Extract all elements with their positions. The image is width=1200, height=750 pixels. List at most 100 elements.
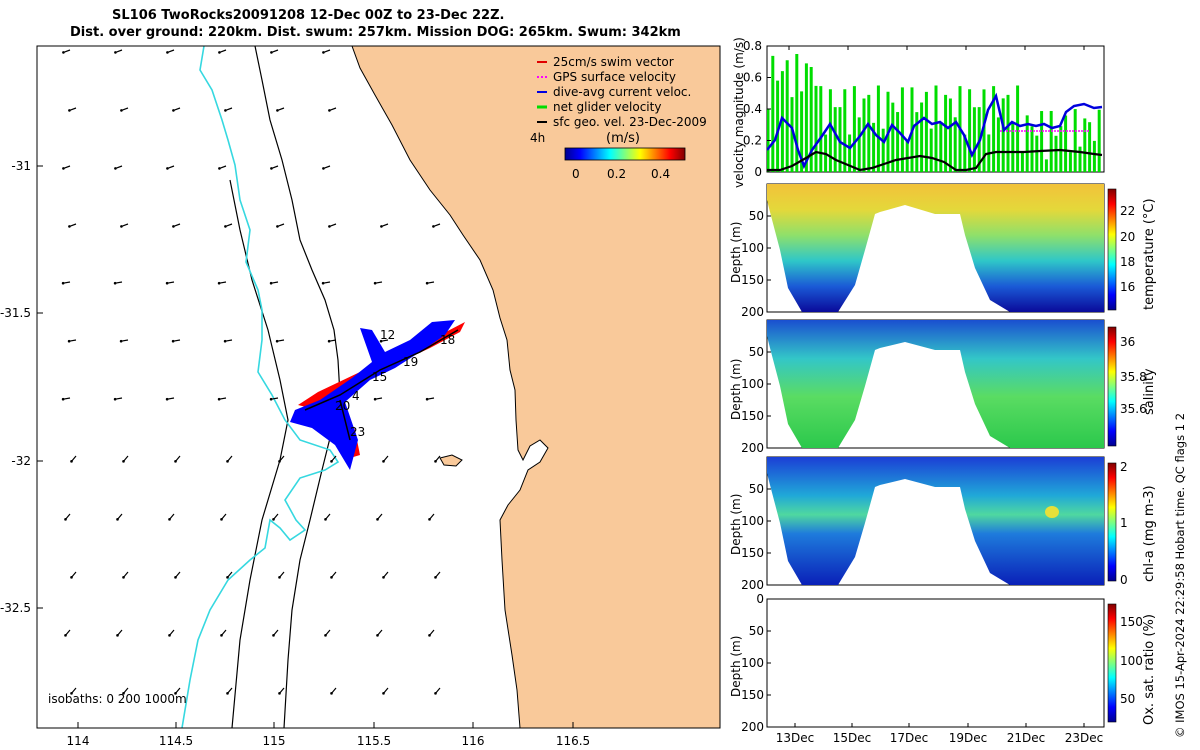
depth-tick-label: 100 [741, 241, 764, 255]
title-line-1: SL106 TwoRocks20091208 12-Dec 00Z to 23-… [112, 8, 505, 23]
label-4h: 4h [530, 131, 545, 145]
title-line-2: Dist. over ground: 220km. Dist. swum: 25… [70, 25, 681, 40]
legend-label-4: sfc geo. vel. 23-Dec-2009 [553, 115, 707, 129]
track-label-4: 4 [352, 389, 360, 403]
temperature-cbtick-1: 18 [1120, 255, 1135, 269]
velocity-arrow-head [425, 281, 429, 285]
velocity-arrow-head [217, 397, 221, 401]
velocity-arrow-head [220, 518, 223, 521]
velocity-arrow-head [434, 460, 437, 463]
velocity-arrow-head [276, 109, 279, 112]
depth-tick-label: 50 [749, 624, 764, 638]
velocity-arrow-head [276, 225, 279, 228]
velocity-arrow-head [61, 397, 65, 401]
velocity-arrow-head [217, 281, 221, 285]
velocity-arrow-head [218, 167, 221, 170]
velocity-arrow-head [223, 339, 227, 343]
depth-tick-label: 150 [741, 273, 764, 287]
velocity-arrow-head [168, 518, 171, 521]
velocity-arrow-head [120, 109, 123, 112]
velocity-arrow-head [226, 460, 229, 463]
velocity-arrow-head [376, 518, 379, 521]
depth-tick-label: 150 [741, 688, 764, 702]
track-label-18: 18 [440, 333, 455, 347]
velocity-arrow-head [174, 460, 177, 463]
map-xtick-label: 114 [67, 734, 90, 748]
velocity-arrow-head [114, 51, 117, 54]
velocity-arrow-head [324, 634, 327, 637]
velocity-arrow-head [171, 339, 175, 343]
velocity-arrow-head [113, 281, 117, 285]
isobath-1000m [229, 179, 289, 728]
salinity-ylabel: Depth (m) [729, 359, 743, 420]
velocity-arrow-head [327, 339, 331, 343]
depth-tick-label: 150 [741, 546, 764, 560]
velocity-arrow-head [165, 397, 169, 401]
track-label-20: 20 [335, 399, 350, 413]
oxygen-colorbar [1107, 603, 1117, 723]
surface-velocity-arrows [61, 49, 441, 695]
velocity-arrow-head [218, 51, 221, 54]
track-label-19: 19 [403, 355, 418, 369]
oxygen-cbtick-1: 100 [1120, 654, 1143, 668]
velocity-arrow-head [220, 634, 223, 637]
velocity-ytick-label: 0.6 [743, 71, 762, 85]
velocity-arrow-head [428, 518, 431, 521]
temperature-section [767, 184, 1104, 312]
depth-ticks: 5010015020050100150200501001502000501001… [741, 209, 771, 734]
velocity-arrow-head [122, 692, 125, 695]
velocity-arrow-head [428, 634, 431, 637]
oxygen-cbtick-2: 150 [1120, 615, 1143, 629]
legend-label-0: 25cm/s swim vector [553, 55, 674, 69]
velocity-arrow-head [172, 225, 175, 228]
temperature-colorbar [1107, 188, 1117, 311]
chla-section [767, 457, 1104, 585]
velocity-arrow-head [270, 51, 273, 54]
velocity-arrow-head [166, 51, 169, 54]
time-tick-label: 23Dec [1065, 731, 1104, 745]
temperature-panel: Depth (m) temperature (°C) 16 18 20 22 [729, 183, 1157, 313]
salinity-section [767, 320, 1104, 448]
velocity-arrow-head [122, 460, 125, 463]
velocity-arrow-head [120, 225, 123, 228]
velocity-arrow-head [172, 109, 175, 112]
velocity-arrow-head [373, 281, 377, 285]
oxygen-axes [766, 598, 1105, 728]
velocity-arrow-head [278, 576, 281, 579]
time-tick-label: 15Dec [833, 731, 872, 745]
velocity-y-ticks: 0 0.2 0.4 0.6 0.8 [743, 39, 771, 179]
map-x-ticks: 114 114.5 115 115.5 116 116.5 [67, 722, 590, 748]
dive-avg-current-line [767, 92, 1103, 170]
velocity-arrow-head [382, 460, 385, 463]
side-note: © IMOS 15-Apr-2024 22:29:58 Hobart time.… [1173, 413, 1187, 738]
colorbar-tick-2: 0.4 [651, 167, 670, 181]
depth-tick-label: 50 [749, 209, 764, 223]
depth-tick-label: 50 [749, 345, 764, 359]
velocity-arrow-head [174, 576, 177, 579]
chla-ylabel: Depth (m) [729, 494, 743, 555]
velocity-arrow-head [434, 576, 437, 579]
velocity-arrow-head [114, 167, 117, 170]
map-legend: 25cm/s swim vector GPS surface velocity … [537, 55, 707, 129]
track-blue [290, 320, 455, 470]
depth-tick-label: 150 [741, 409, 764, 423]
velocity-arrow-head [62, 167, 65, 170]
colorbar-tick-0: 0 [572, 167, 580, 181]
depth-tick-label: 0 [756, 592, 764, 606]
velocity-arrow-head [324, 518, 327, 521]
map-y-ticks: -31 -31.5 -32 -32.5 [0, 159, 43, 615]
legend-label-1: GPS surface velocity [553, 70, 676, 84]
depth-tick-label: 200 [741, 441, 764, 455]
velocity-arrow-head [113, 397, 117, 401]
time-tick-label: 19Dec [949, 731, 988, 745]
legend-label-2: dive-avg current veloc. [553, 85, 691, 99]
oxygen-cbtick-0: 50 [1120, 692, 1135, 706]
velocity-arrow-head [67, 339, 71, 343]
time-tick-label: 13Dec [776, 731, 815, 745]
velocity-arrow-head [61, 281, 65, 285]
velocity-arrow-head [322, 167, 325, 170]
velocity-arrow-head [168, 634, 171, 637]
velocity-panel: velocity magnitude (m/s) 0 0.2 0.4 0.6 0.8 [732, 37, 1105, 188]
velocity-arrow-head [68, 225, 71, 228]
